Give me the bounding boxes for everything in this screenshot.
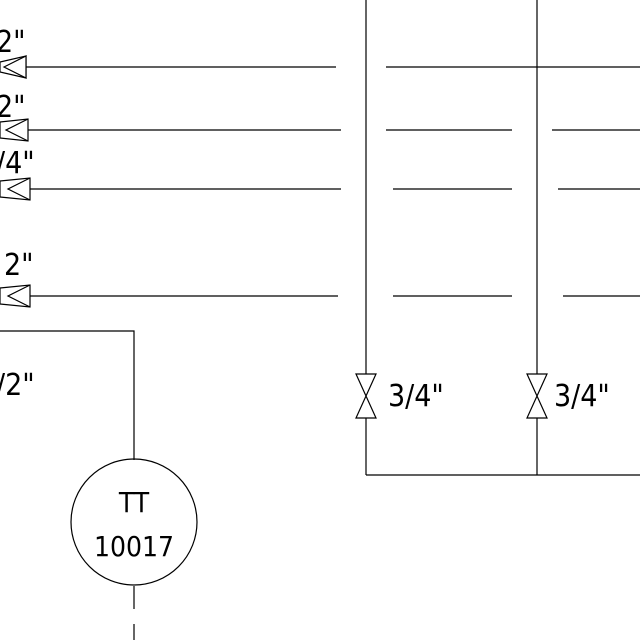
pipe-size-label-2: 2"	[0, 90, 26, 125]
instrument-bubble	[70, 458, 198, 586]
line-row-4: 2"	[0, 248, 640, 308]
check-valve-3	[0, 177, 31, 201]
check-valve-3-arrow	[6, 177, 31, 201]
line-row-5: /2"	[0, 330, 135, 460]
gate-valve-right	[526, 373, 548, 419]
instrument-function-label: TT	[118, 486, 150, 519]
valve-size-label-right: 3/4"	[554, 379, 610, 414]
pipe-size-label-4: 2"	[4, 248, 34, 283]
check-valve-4	[0, 284, 31, 308]
pipe-size-label-5: /2"	[0, 368, 35, 403]
valve-size-label-left: 3/4"	[388, 379, 444, 414]
line-row-2: 2"	[0, 90, 640, 142]
process-lines-group: 2" 2" /4" 2"	[0, 25, 640, 460]
drop-left: 3/4"	[355, 0, 444, 475]
pipe-size-label-3: /4"	[0, 146, 35, 181]
drop-right: 3/4"	[526, 0, 610, 475]
line-row-3: /4"	[0, 146, 640, 201]
instrument-impulse-line	[0, 330, 135, 460]
vertical-drops-group: 3/4" 3/4"	[355, 0, 640, 476]
temperature-transmitter: TT 10017	[70, 458, 198, 640]
instrument-number-label: 10017	[94, 530, 174, 563]
pipe-size-label-1: 2"	[0, 25, 26, 60]
check-valve-2-arrow	[4, 118, 29, 142]
line-row-1: 2"	[0, 25, 640, 79]
gate-valve-left	[355, 373, 377, 419]
check-valve-4-arrow	[6, 284, 31, 308]
